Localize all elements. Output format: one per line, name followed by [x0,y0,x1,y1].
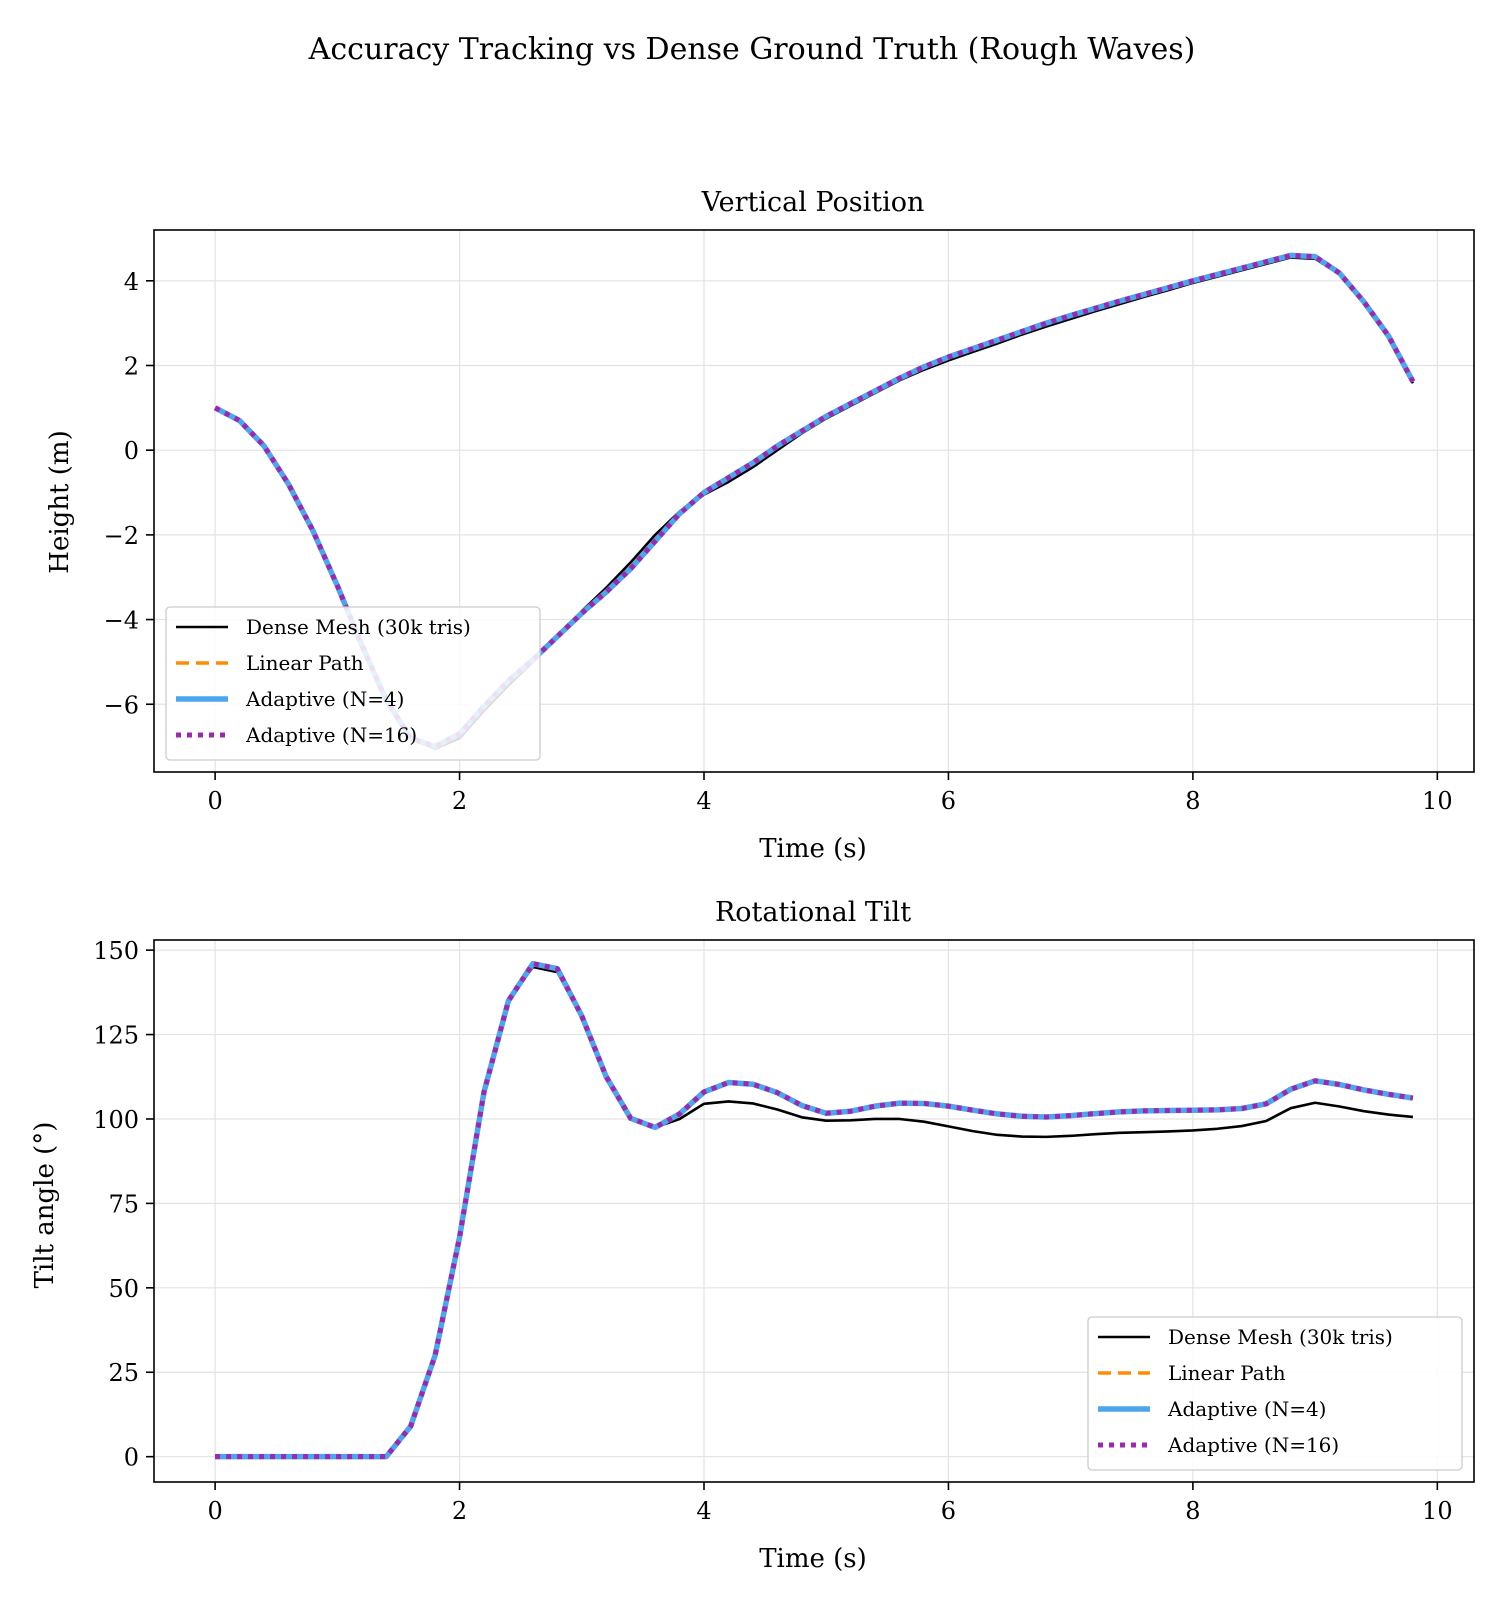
y-tick-label: 2 [124,353,139,381]
series-line-adaptive16 [213,252,1416,750]
y-tick-label: 100 [93,1106,139,1134]
figure-title: Accuracy Tracking vs Dense Ground Truth … [308,32,1196,67]
axes-frame [153,229,1475,773]
y-tick-label: −4 [104,607,139,635]
y-tick-label: −6 [104,691,139,719]
x-tick-label: 4 [696,787,711,815]
legend-label: Adaptive (N=4) [245,687,405,711]
series-line-adaptive16 [215,961,1414,1460]
x-tick-label: 0 [207,1497,222,1525]
legend-label: Adaptive (N=16) [1167,1433,1339,1457]
x-tick-label: 4 [696,1497,711,1525]
legend-label: Dense Mesh (30k tris) [246,615,471,639]
y-tick-label: 150 [93,937,139,965]
y-tick-label: 25 [108,1359,139,1387]
x-tick-label: 8 [1185,787,1200,815]
legend-label: Linear Path [246,651,364,675]
x-axis-label: Time (s) [759,1544,867,1574]
x-tick-label: 8 [1185,1497,1200,1525]
legend: Dense Mesh (30k tris) Linear Path Adapti… [165,606,541,761]
y-tick-label: −2 [104,522,139,550]
y-tick-label: 0 [124,437,139,465]
y-axis-label: Tilt angle (°) [30,1122,60,1289]
legend-label: Adaptive (N=16) [245,723,417,747]
series-group [215,960,1414,1460]
x-axis-label: Time (s) [759,834,867,864]
x-tick-label: 10 [1422,1497,1453,1525]
vertical-position-chart: 0 2 4 6 8 10 −6 −4 −2 0 2 4 Vertical Position Time (… [45,187,1475,864]
y-tick-label: 0 [124,1444,139,1472]
y-tick-label: 125 [93,1022,139,1050]
legend: Dense Mesh (30k tris) Linear Path Adapti… [1087,1316,1463,1471]
ticks: 0 2 4 6 8 10 −6 −4 −2 0 2 4 [104,268,1453,815]
legend-label: Dense Mesh (30k tris) [1168,1325,1393,1349]
x-tick-label: 2 [452,787,467,815]
y-axis-label: Height (m) [45,430,75,573]
legend-label: Linear Path [1168,1361,1286,1385]
y-tick-label: 50 [108,1275,139,1303]
axes-frame [153,939,1475,1483]
chart-title: Vertical Position [701,187,925,218]
x-tick-label: 10 [1422,787,1453,815]
x-tick-label: 0 [207,787,222,815]
y-tick-label: 4 [124,268,139,296]
chart-title: Rotational Tilt [715,897,911,928]
legend-frame [165,606,541,761]
y-tick-label: 75 [108,1190,139,1218]
legend-frame [1087,1316,1463,1471]
x-tick-label: 6 [941,1497,956,1525]
legend-label: Adaptive (N=4) [1167,1397,1327,1421]
x-tick-label: 6 [941,787,956,815]
x-tick-label: 2 [452,1497,467,1525]
